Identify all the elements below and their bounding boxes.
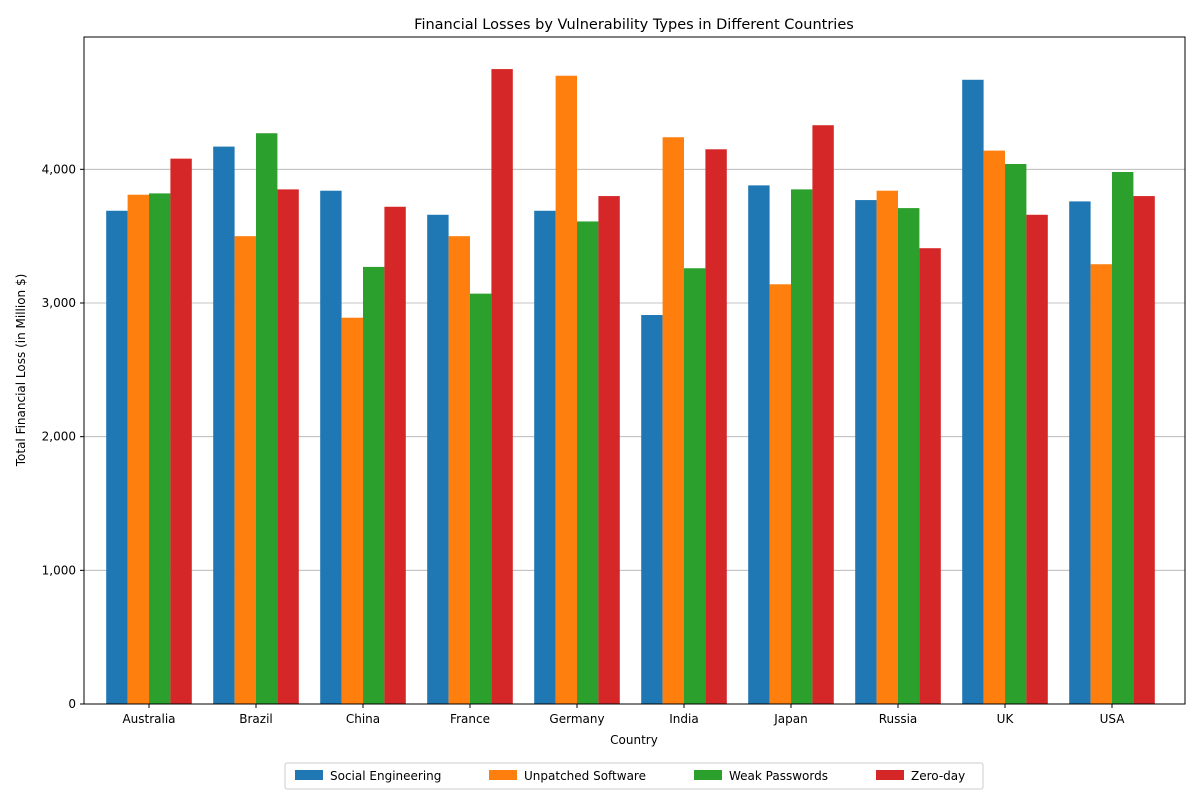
bar — [127, 194, 149, 704]
bar — [919, 248, 941, 704]
y-axis-ticks: 0 1,000 2,000 3,000 4,000 — [42, 162, 84, 711]
plot-frame — [83, 36, 1186, 705]
bar — [234, 236, 256, 705]
y-tick-label: 4,000 — [42, 162, 76, 176]
y-tick-label: 0 — [68, 697, 76, 711]
bar — [491, 69, 513, 705]
bar — [983, 150, 1005, 704]
bar — [534, 210, 556, 705]
x-tick-label: India — [669, 712, 698, 726]
y-tick-label: 2,000 — [42, 430, 76, 444]
bar — [1005, 163, 1027, 705]
legend-swatch — [295, 770, 323, 780]
x-axis-label: Country — [610, 733, 658, 747]
bar — [855, 200, 877, 704]
bar — [341, 317, 363, 704]
bar — [684, 268, 706, 704]
bar — [555, 75, 577, 704]
bar — [1112, 172, 1134, 704]
bar — [876, 190, 898, 705]
bar — [427, 214, 449, 704]
x-tick-label: USA — [1100, 712, 1126, 726]
bar — [662, 137, 684, 705]
legend-swatch — [694, 770, 722, 780]
bar — [577, 221, 599, 704]
x-tick-label: Germany — [549, 712, 604, 726]
legend-label: Social Engineering — [330, 769, 441, 783]
legend: Social Engineering Unpatched Software Weak… — [284, 762, 984, 790]
legend-swatch — [876, 770, 904, 780]
y-tick-label: 3,000 — [42, 296, 76, 310]
bar — [1133, 196, 1155, 704]
x-tick-label: France — [450, 712, 490, 726]
bar — [1090, 264, 1112, 704]
bar — [470, 293, 492, 704]
x-tick-label: Russia — [879, 712, 918, 726]
bar — [149, 193, 171, 704]
chart-title: Financial Losses by Vulnerability Types … — [414, 17, 854, 33]
bar — [213, 146, 235, 705]
bar — [384, 206, 406, 705]
bar — [1026, 214, 1048, 704]
legend-label: Unpatched Software — [524, 769, 646, 783]
legend-label: Weak Passwords — [729, 769, 828, 783]
x-axis-ticks: Australia Brazil China France Germany India Ja… — [122, 704, 1125, 726]
bars — [106, 69, 1155, 705]
bar — [812, 125, 834, 704]
bar — [320, 190, 342, 705]
y-axis-label: Total Financial Loss (in Million $) — [14, 274, 28, 468]
bar — [170, 158, 192, 704]
bar — [363, 266, 385, 704]
legend-swatch — [489, 770, 517, 780]
bar — [898, 208, 920, 705]
x-tick-label: Australia — [122, 712, 175, 726]
x-tick-label: UK — [997, 712, 1015, 726]
bar — [791, 189, 813, 705]
bar — [256, 133, 278, 704]
x-tick-label: Japan — [773, 712, 807, 726]
bar — [598, 196, 620, 704]
legend-box — [284, 762, 984, 790]
x-tick-label: China — [346, 712, 380, 726]
bar — [748, 185, 770, 705]
y-tick-label: 1,000 — [42, 563, 76, 577]
bar — [641, 315, 663, 704]
bar — [769, 284, 791, 704]
x-tick-label: Brazil — [239, 712, 273, 726]
bar — [106, 210, 128, 705]
axes — [83, 36, 1186, 705]
bar — [1069, 201, 1091, 704]
legend-label: Zero-day — [911, 769, 965, 783]
bar — [962, 79, 984, 704]
bar — [448, 236, 470, 705]
bar — [705, 149, 727, 704]
bar — [277, 189, 299, 705]
